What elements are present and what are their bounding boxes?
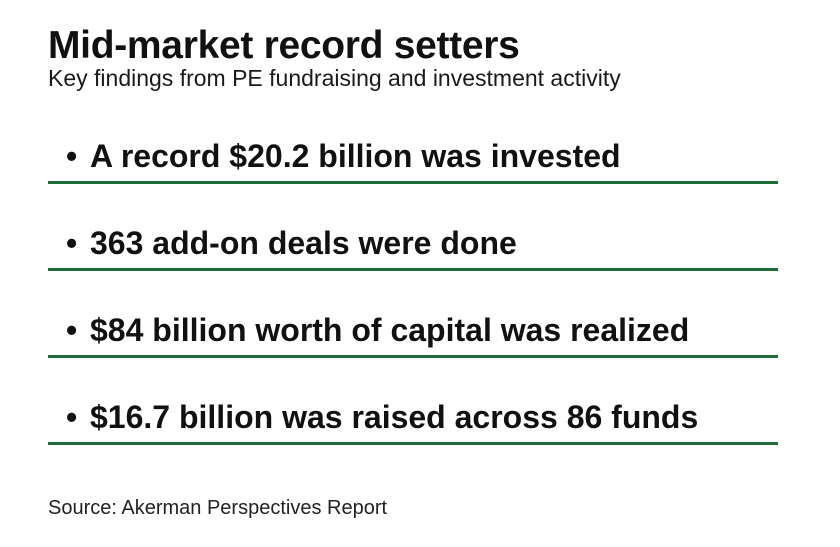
divider-rule <box>48 268 778 271</box>
bullet-icon: • <box>66 399 78 435</box>
finding-item: • A record $20.2 billion was invested <box>48 132 778 184</box>
page-title: Mid-market record setters <box>48 24 520 67</box>
divider-rule <box>48 442 778 445</box>
finding-text: • $16.7 billion was raised across 86 fund… <box>66 398 698 436</box>
page-subtitle: Key findings from PE fundraising and inv… <box>48 65 621 91</box>
finding-text: • 363 add-on deals were done <box>66 224 517 262</box>
finding-label: 363 add-on deals were done <box>90 225 517 261</box>
bullet-icon: • <box>66 225 78 261</box>
finding-label: $16.7 billion was raised across 86 funds <box>90 399 699 435</box>
finding-text: • $84 billion worth of capital was realiz… <box>66 311 689 349</box>
finding-item: • $84 billion worth of capital was realiz… <box>48 271 778 358</box>
source-note: Source: Akerman Perspectives Report <box>48 497 388 519</box>
finding-label: A record $20.2 billion was invested <box>90 138 621 174</box>
finding-item: • $16.7 billion was raised across 86 fund… <box>48 358 778 445</box>
finding-item: • 363 add-on deals were done <box>48 184 778 271</box>
finding-text: • A record $20.2 billion was invested <box>66 137 621 175</box>
finding-label: $84 billion worth of capital was realize… <box>90 312 690 348</box>
bullet-icon: • <box>66 138 78 174</box>
findings-list: • A record $20.2 billion was invested • 36… <box>48 132 778 445</box>
bullet-icon: • <box>66 312 78 348</box>
divider-rule <box>48 181 778 184</box>
divider-rule <box>48 355 778 358</box>
